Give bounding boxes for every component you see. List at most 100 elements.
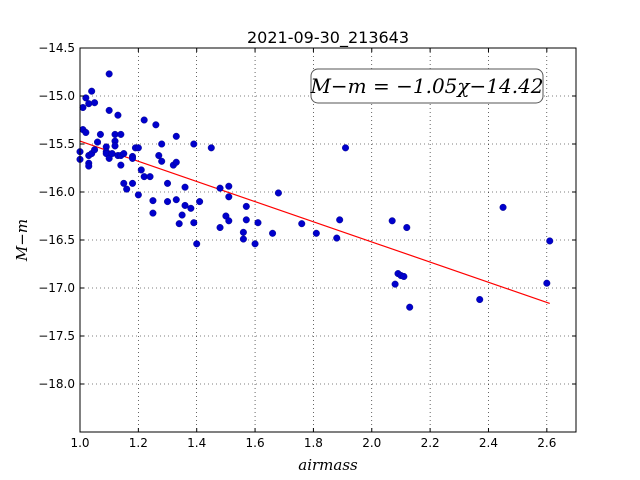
data-point bbox=[91, 146, 99, 154]
data-point bbox=[91, 99, 99, 107]
data-point bbox=[158, 157, 166, 165]
data-point bbox=[239, 228, 247, 236]
data-point bbox=[298, 220, 306, 228]
data-point bbox=[190, 140, 198, 148]
data-point bbox=[120, 150, 128, 158]
y-tick-label: −16.0 bbox=[38, 185, 75, 199]
data-point bbox=[94, 138, 102, 146]
data-point bbox=[336, 216, 344, 224]
chart-title: 2021-09-30_213643 bbox=[247, 28, 409, 48]
data-point bbox=[172, 196, 180, 204]
x-tick-label: 2.6 bbox=[537, 436, 556, 450]
data-point bbox=[190, 219, 198, 227]
data-point bbox=[105, 70, 113, 78]
data-point bbox=[129, 154, 137, 162]
data-point bbox=[225, 193, 233, 201]
y-tick-label: −17.5 bbox=[38, 329, 75, 343]
data-point bbox=[476, 296, 484, 304]
data-point bbox=[242, 216, 250, 224]
x-tick-label: 1.0 bbox=[70, 436, 89, 450]
data-point bbox=[88, 87, 96, 95]
data-point bbox=[242, 202, 250, 210]
x-axis-label: airmass bbox=[298, 456, 358, 474]
x-tick-label: 2.4 bbox=[479, 436, 498, 450]
axis-ticks: 1.0 1.2 1.4 1.6 1.8 2.0 2.2 2.4 2.6 −14.5 −15.0 −15… bbox=[38, 41, 576, 450]
data-point bbox=[403, 224, 411, 232]
x-tick-label: 2.0 bbox=[362, 436, 381, 450]
x-tick-label: 1.2 bbox=[129, 436, 148, 450]
data-point bbox=[117, 130, 125, 138]
data-point bbox=[196, 198, 204, 206]
data-point bbox=[178, 211, 186, 219]
data-point bbox=[120, 179, 128, 187]
data-point bbox=[85, 100, 93, 108]
data-point bbox=[146, 173, 154, 181]
data-point bbox=[79, 104, 87, 112]
data-point bbox=[391, 280, 399, 288]
data-point bbox=[254, 219, 262, 227]
data-point bbox=[137, 166, 145, 174]
data-point bbox=[225, 182, 233, 190]
data-point bbox=[239, 235, 247, 243]
data-point bbox=[175, 220, 183, 228]
data-point bbox=[543, 279, 551, 287]
data-point bbox=[105, 106, 113, 114]
data-points bbox=[76, 70, 554, 311]
x-tick-label: 2.2 bbox=[421, 436, 440, 450]
data-point bbox=[251, 240, 259, 248]
fit-line-group bbox=[79, 140, 550, 304]
fit-line bbox=[79, 140, 550, 304]
y-axis-label: M−m bbox=[13, 219, 31, 262]
data-point bbox=[155, 152, 163, 160]
data-point bbox=[388, 217, 396, 225]
data-point bbox=[111, 130, 119, 138]
data-point bbox=[342, 144, 350, 152]
data-point bbox=[193, 240, 201, 248]
data-point bbox=[149, 197, 157, 205]
data-point bbox=[225, 217, 233, 225]
data-point bbox=[82, 94, 90, 102]
data-point bbox=[312, 229, 320, 237]
data-point bbox=[274, 189, 282, 197]
y-tick-label: −15.0 bbox=[38, 89, 75, 103]
x-tick-label: 1.8 bbox=[304, 436, 323, 450]
grid-lines bbox=[79, 47, 576, 432]
data-point bbox=[134, 144, 142, 152]
x-tick-label: 1.6 bbox=[246, 436, 265, 450]
data-point bbox=[216, 184, 224, 192]
data-point bbox=[406, 303, 414, 311]
data-point bbox=[216, 224, 224, 232]
data-point bbox=[82, 128, 90, 136]
data-point bbox=[181, 201, 189, 209]
data-point bbox=[172, 158, 180, 166]
data-point bbox=[400, 272, 408, 280]
y-tick-label: −18.0 bbox=[38, 377, 75, 391]
data-point bbox=[140, 173, 148, 181]
data-point bbox=[140, 116, 148, 124]
data-point bbox=[129, 179, 137, 187]
data-point bbox=[164, 198, 172, 206]
fit-equation-box: M−m = −1.05χ−14.42 bbox=[309, 68, 544, 104]
y-tick-label: −15.5 bbox=[38, 137, 75, 151]
data-point bbox=[333, 234, 341, 242]
x-tick-label: 1.4 bbox=[187, 436, 206, 450]
data-point bbox=[172, 132, 180, 140]
data-point bbox=[123, 185, 131, 193]
y-tick-label: −14.5 bbox=[38, 41, 75, 55]
data-point bbox=[85, 162, 93, 170]
data-point bbox=[152, 121, 160, 129]
data-point bbox=[108, 150, 116, 158]
data-point bbox=[269, 229, 277, 237]
y-tick-label: −17.0 bbox=[38, 281, 75, 295]
y-tick-label: −16.5 bbox=[38, 233, 75, 247]
data-point bbox=[158, 140, 166, 148]
data-point bbox=[207, 144, 215, 152]
fit-equation: M−m = −1.05χ−14.42 bbox=[309, 74, 543, 98]
data-point bbox=[164, 179, 172, 187]
data-point bbox=[149, 209, 157, 217]
data-point bbox=[187, 204, 195, 212]
data-point bbox=[134, 191, 142, 199]
data-point bbox=[114, 111, 122, 119]
data-point bbox=[96, 130, 104, 138]
